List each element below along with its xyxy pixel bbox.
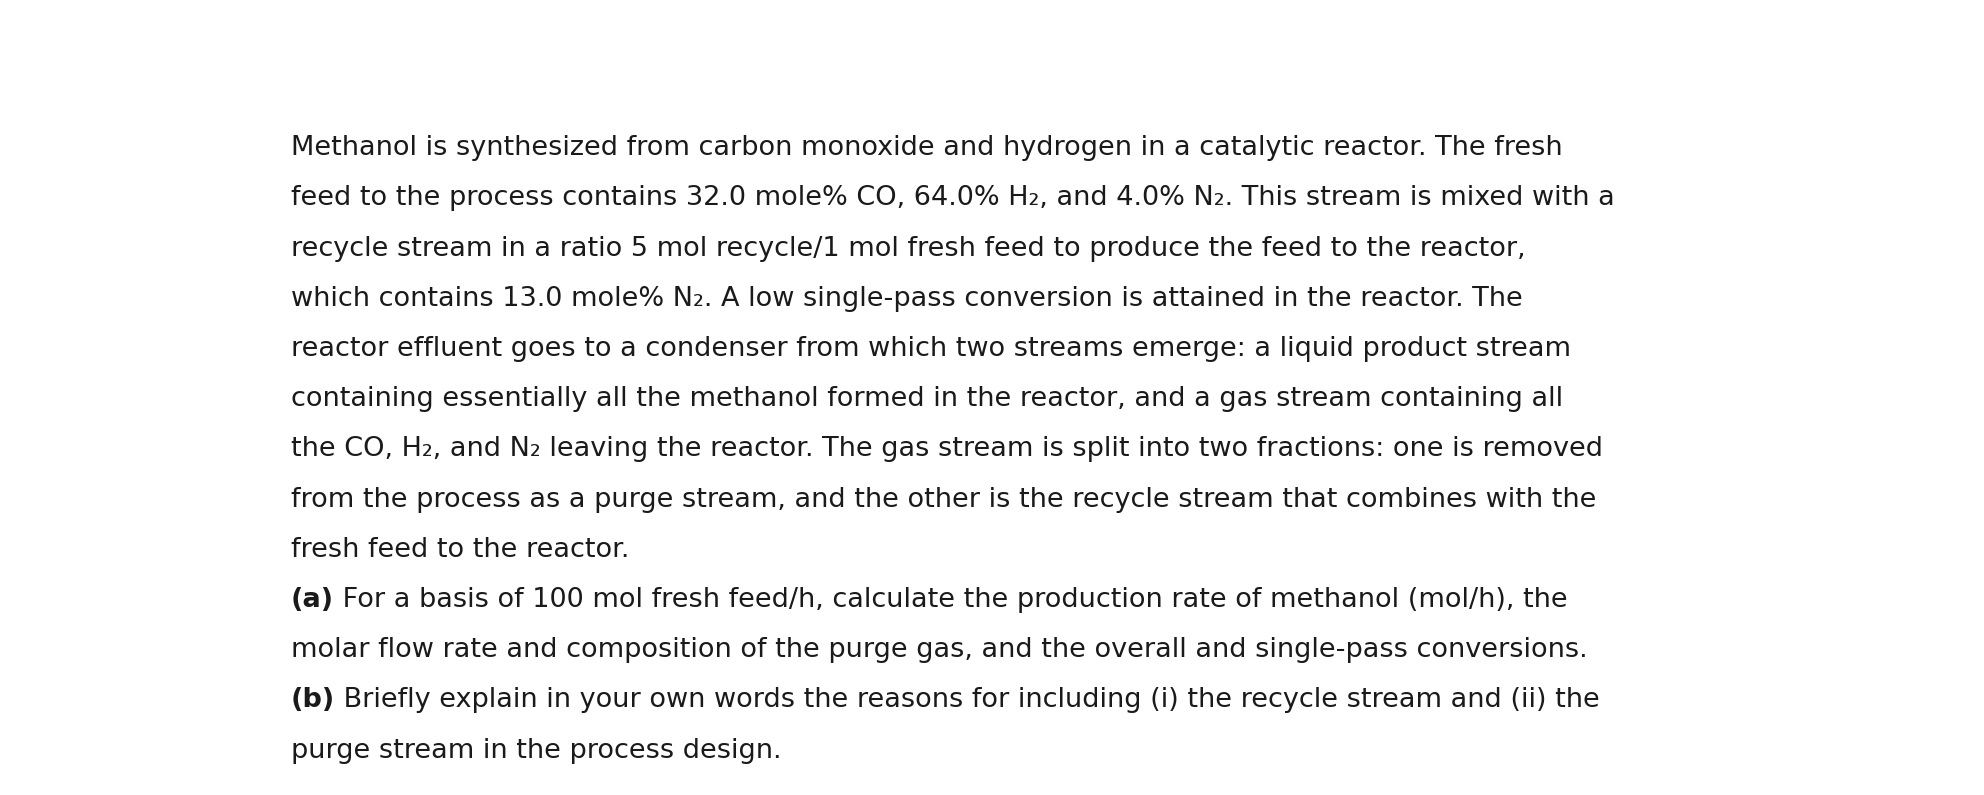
- Text: purge stream in the process design.: purge stream in the process design.: [292, 738, 782, 763]
- Text: which contains 13.0 mole% N₂. A low single-pass conversion is attained in the re: which contains 13.0 mole% N₂. A low sing…: [292, 285, 1524, 312]
- Text: from the process as a purge stream, and the other is the recycle stream that com: from the process as a purge stream, and …: [292, 487, 1597, 513]
- Text: (b): (b): [292, 688, 335, 713]
- Text: reactor effluent goes to a condenser from which two streams emerge: a liquid pro: reactor effluent goes to a condenser fro…: [292, 336, 1571, 362]
- Text: Briefly explain in your own words the reasons for including (i) the recycle stre: Briefly explain in your own words the re…: [335, 688, 1599, 713]
- Text: For a basis of 100 mol fresh feed/h, calculate the production rate of methanol (: For a basis of 100 mol fresh feed/h, cal…: [333, 587, 1567, 613]
- Text: Methanol is synthesized from carbon monoxide and hydrogen in a catalytic reactor: Methanol is synthesized from carbon mono…: [292, 135, 1563, 161]
- Text: fresh feed to the reactor.: fresh feed to the reactor.: [292, 537, 629, 563]
- Text: molar flow rate and composition of the purge gas, and the overall and single-pas: molar flow rate and composition of the p…: [292, 637, 1587, 663]
- Text: the CO, H₂, and N₂ leaving the reactor. The gas stream is split into two fractio: the CO, H₂, and N₂ leaving the reactor. …: [292, 436, 1603, 463]
- Text: containing essentially all the methanol formed in the reactor, and a gas stream : containing essentially all the methanol …: [292, 386, 1563, 412]
- Text: (a): (a): [292, 587, 333, 613]
- Text: feed to the process contains 32.0 mole% CO, 64.0% H₂, and 4.0% N₂. This stream i: feed to the process contains 32.0 mole% …: [292, 185, 1615, 211]
- Text: recycle stream in a ratio 5 mol recycle/1 mol fresh feed to produce the feed to : recycle stream in a ratio 5 mol recycle/…: [292, 235, 1526, 262]
